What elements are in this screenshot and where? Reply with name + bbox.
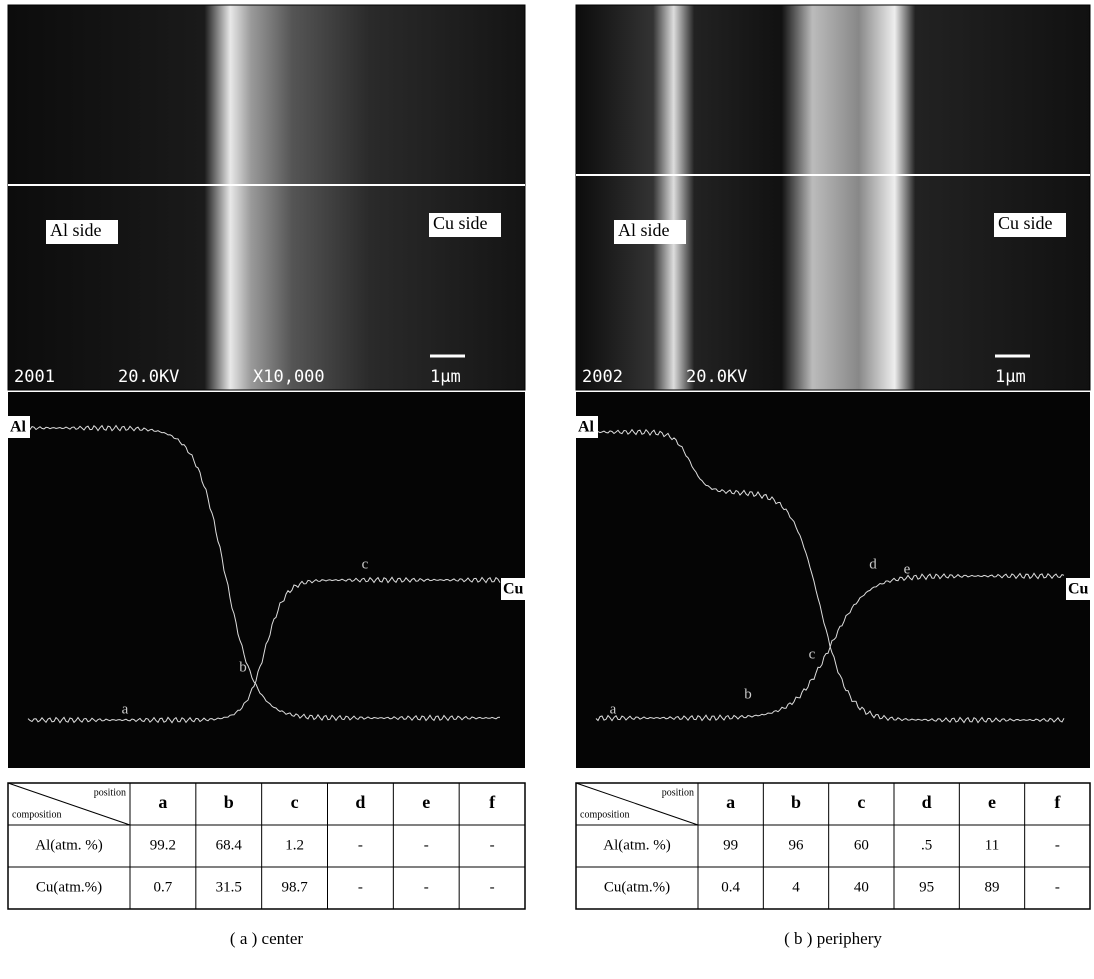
- point-label: a: [122, 701, 129, 717]
- table-cell: -: [424, 837, 429, 853]
- point-label: e: [904, 561, 911, 577]
- profile-label: Cu: [503, 581, 524, 598]
- sem-label: Al side: [50, 220, 102, 240]
- magnification: X10,000: [253, 367, 325, 387]
- corner-bottom: composition: [12, 809, 61, 820]
- corner-top: position: [94, 787, 126, 798]
- column-header: e: [988, 792, 996, 812]
- sem-image: [576, 5, 1090, 390]
- table-cell: -: [358, 837, 363, 853]
- column-header: b: [224, 792, 234, 812]
- column-header: a: [726, 792, 735, 812]
- specimen-number: 2001: [14, 367, 55, 387]
- column-header: f: [489, 792, 496, 812]
- point-label: c: [362, 556, 369, 572]
- table-cell: -: [1055, 879, 1060, 895]
- figure: Al side Cu side 2001 20.0KV X10,000 1μm Al Cu a b…: [0, 0, 1094, 979]
- corner-bottom: composition: [580, 809, 629, 820]
- sem-label: Al side: [618, 220, 670, 240]
- sem-label: Cu side: [433, 213, 488, 233]
- column-header: a: [158, 792, 167, 812]
- point-label: b: [239, 659, 247, 675]
- row-header: Al(atm. %): [603, 837, 670, 853]
- caption: ( a ) center: [230, 929, 303, 948]
- table-cell: 40: [854, 879, 869, 895]
- table-cell: -: [1055, 837, 1060, 853]
- sem-label: Cu side: [998, 213, 1053, 233]
- table-cell: 0.4: [721, 879, 740, 895]
- profile-label: Al: [578, 419, 595, 436]
- point-label: c: [809, 646, 816, 662]
- row-header: Cu(atm.%): [36, 879, 102, 895]
- table-cell: 60: [854, 837, 869, 853]
- profile-label: Cu: [1068, 581, 1089, 598]
- voltage: 20.0KV: [686, 367, 747, 387]
- sem-image: [8, 5, 525, 390]
- column-header: d: [355, 792, 365, 812]
- table-cell: 96: [789, 837, 805, 853]
- table-cell: 95: [919, 879, 934, 895]
- page: Al side Cu side 2001 20.0KV X10,000 1μm Al Cu a b…: [0, 0, 1094, 979]
- column-header: c: [857, 792, 865, 812]
- scale-label: 1μm: [430, 367, 461, 387]
- table-cell: 11: [985, 837, 999, 853]
- profile-label: Al: [10, 419, 27, 436]
- table-cell: .5: [921, 837, 932, 853]
- table-cell: 31.5: [216, 879, 242, 895]
- column-header: b: [791, 792, 801, 812]
- point-label: b: [744, 686, 752, 702]
- corner-top: position: [662, 787, 694, 798]
- table-cell: 99: [723, 837, 738, 853]
- table-cell: 1.2: [285, 837, 304, 853]
- column-header: f: [1054, 792, 1061, 812]
- row-header: Al(atm. %): [35, 837, 102, 853]
- table-cell: -: [490, 837, 495, 853]
- table-cell: 99.2: [150, 837, 176, 853]
- table-cell: 0.7: [154, 879, 173, 895]
- voltage: 20.0KV: [118, 367, 179, 387]
- specimen-number: 2002: [582, 367, 623, 387]
- table-cell: -: [424, 879, 429, 895]
- caption: ( b ) periphery: [784, 929, 882, 948]
- column-header: d: [922, 792, 932, 812]
- column-header: c: [291, 792, 299, 812]
- point-label: a: [610, 701, 617, 717]
- column-header: e: [422, 792, 430, 812]
- scale-label: 1μm: [995, 367, 1026, 387]
- table-cell: 68.4: [216, 837, 243, 853]
- table-cell: 89: [985, 879, 1000, 895]
- table-cell: -: [490, 879, 495, 895]
- line-profile: [576, 392, 1090, 768]
- table-cell: 4: [792, 879, 800, 895]
- table-cell: -: [358, 879, 363, 895]
- point-label: d: [869, 556, 877, 572]
- row-header: Cu(atm.%): [604, 879, 670, 895]
- table-cell: 98.7: [281, 879, 308, 895]
